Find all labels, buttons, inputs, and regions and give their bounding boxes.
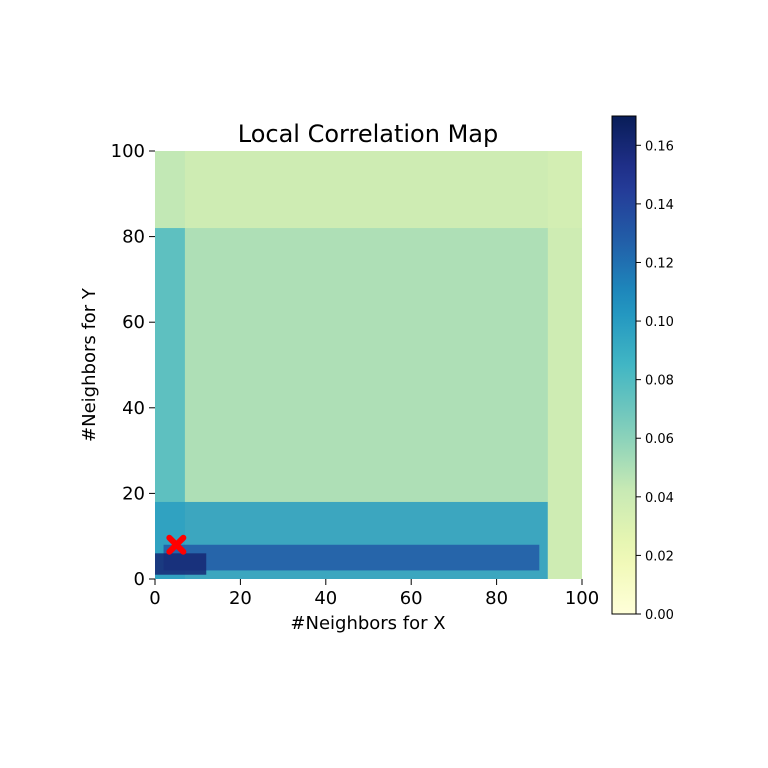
- heatmap: [155, 151, 582, 579]
- y-tick-label: 0: [134, 569, 145, 590]
- y-axis: 0 20 40 60 80 100: [111, 141, 155, 590]
- marker-stroke: [166, 534, 187, 555]
- heatmap-region: [155, 553, 207, 575]
- y-axis-label: #Neighbors for Y: [79, 287, 100, 442]
- y-tick-label: 40: [122, 398, 145, 419]
- colorbar-tick-label: 0.02: [645, 549, 674, 564]
- x-tick-label: 60: [400, 588, 423, 609]
- x-tick-label: 40: [314, 588, 337, 609]
- colorbar-tick-label: 0.16: [645, 139, 674, 154]
- x-axis-label: #Neighbors for X: [290, 613, 445, 634]
- colorbar-ticks: 0.00 0.02 0.04 0.06 0.08 0.10 0.12 0.14 0.16: [636, 139, 674, 623]
- colorbar-tick-label: 0.08: [645, 374, 674, 389]
- colorbar: [611, 115, 637, 615]
- optimal-marker: [166, 534, 187, 555]
- x-tick-label: 100: [565, 588, 599, 609]
- x-tick-label: 80: [485, 588, 508, 609]
- colorbar-tick-label: 0.04: [645, 491, 674, 506]
- x-axis: 0 20 40 60 80 100: [149, 579, 599, 609]
- colorbar-tick-label: 0.14: [645, 198, 674, 213]
- heatmap-region: [163, 544, 540, 571]
- colorbar-tick-label: 0.12: [645, 256, 674, 271]
- colorbar-tick-label: 0.10: [645, 315, 674, 330]
- x-tick-label: 0: [149, 588, 160, 609]
- y-tick-label: 100: [111, 141, 145, 162]
- y-tick-label: 20: [122, 483, 145, 504]
- heatmap-region: [155, 151, 582, 229]
- y-tick-label: 80: [122, 227, 145, 248]
- colorbar-tick-label: 0.00: [645, 608, 674, 623]
- colorbar-tick-label: 0.06: [645, 432, 674, 447]
- y-tick-label: 60: [122, 312, 145, 333]
- x-tick-label: 20: [229, 588, 252, 609]
- chart-title: Local Correlation Map: [238, 120, 498, 148]
